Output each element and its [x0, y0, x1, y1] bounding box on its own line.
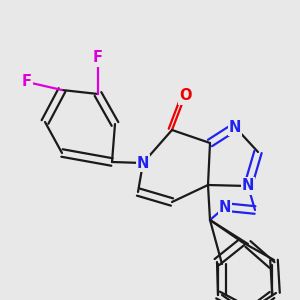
- Text: O: O: [179, 88, 191, 104]
- Text: N: N: [137, 155, 149, 170]
- Text: F: F: [22, 74, 32, 89]
- Text: N: N: [229, 119, 241, 134]
- Text: N: N: [219, 200, 231, 214]
- Text: N: N: [242, 178, 254, 194]
- Text: F: F: [93, 50, 103, 65]
